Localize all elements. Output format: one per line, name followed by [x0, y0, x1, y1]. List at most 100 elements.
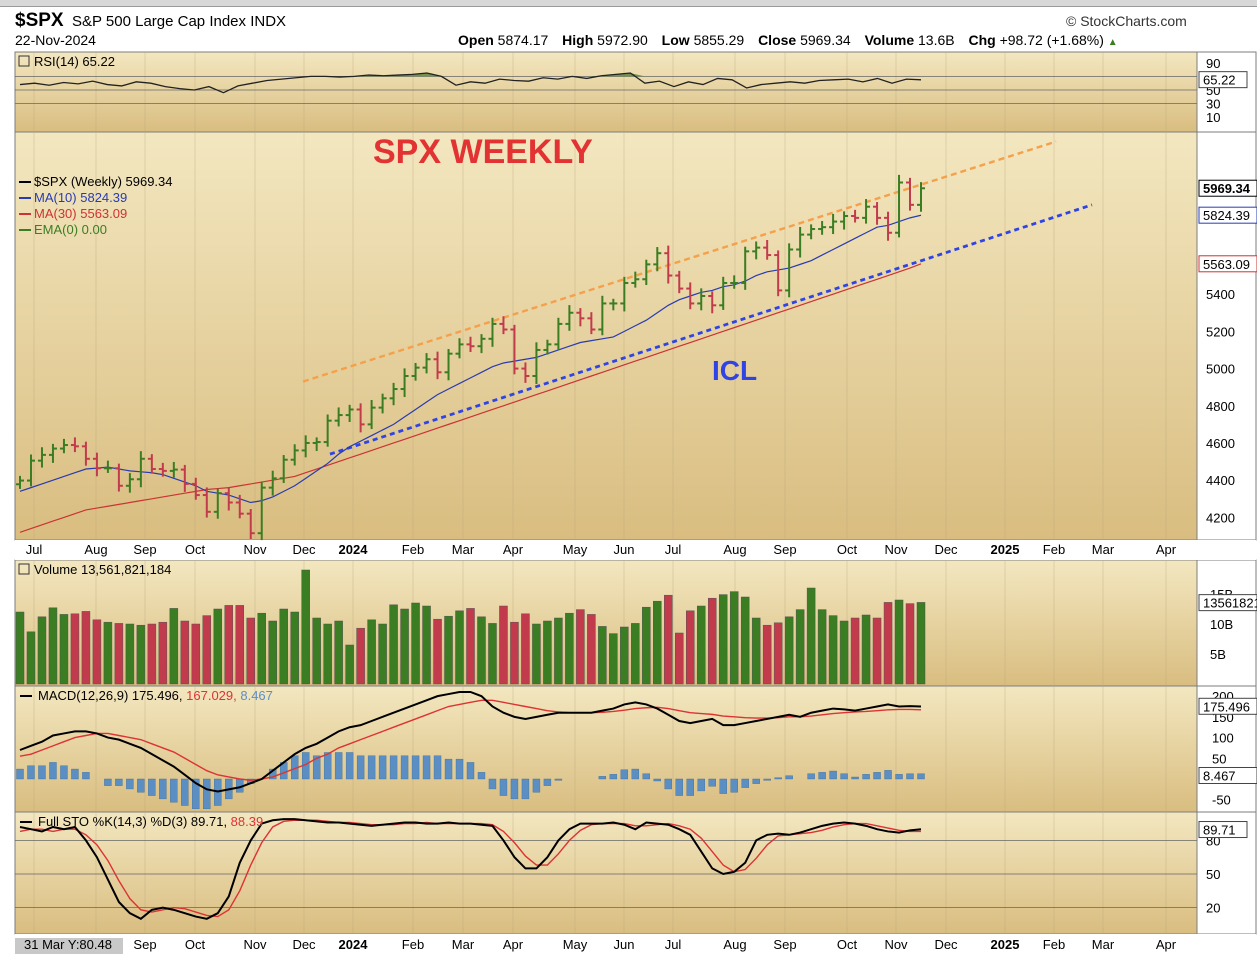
- price-current-label: 5824.39: [1203, 208, 1250, 223]
- price-tick-label: 4600: [1206, 436, 1235, 451]
- sto-tick-label: 20: [1206, 901, 1220, 916]
- macd-histogram-bar: [675, 778, 683, 796]
- ohlc-readout: Open 5874.17 High 5972.90 Low 5855.29 Cl…: [458, 32, 1118, 48]
- x-axis-bottom-badge: [15, 938, 123, 954]
- x-axis-top-label: Sep: [773, 542, 796, 557]
- x-axis-top-label: Mar: [1092, 542, 1115, 557]
- macd-histogram-bar: [203, 778, 211, 810]
- volume-bar: [400, 608, 409, 685]
- macd-histogram-bar: [192, 778, 200, 810]
- volume-bar: [861, 614, 871, 685]
- x-axis-top-label: Aug: [723, 542, 746, 557]
- x-axis-top-bg: [15, 540, 1256, 560]
- x-axis-bottom-label: Nov: [243, 937, 267, 952]
- chart-date: 22-Nov-2024: [15, 32, 96, 48]
- macd-histogram-bar: [433, 755, 442, 780]
- x-axis-top-label: Jul: [26, 542, 43, 557]
- x-axis-bottom-label: 31 Mar Y:80.48: [24, 937, 112, 952]
- volume-bar: [653, 600, 662, 685]
- price-tick-label: 4400: [1206, 473, 1235, 488]
- macd-histogram-bar: [71, 768, 79, 780]
- volume-bar: [290, 611, 299, 685]
- high-label: High: [562, 32, 594, 48]
- volume-bar: [762, 624, 772, 685]
- price-tick-label: 5200: [1206, 324, 1235, 339]
- volume-bar: [422, 605, 431, 685]
- sto-tick-label: 50: [1206, 867, 1220, 882]
- macd-histogram-bar: [82, 772, 90, 780]
- brand-label[interactable]: © StockCharts.com: [1066, 13, 1187, 29]
- x-axis-bottom-label: Feb: [1043, 937, 1065, 952]
- volume-bar: [642, 606, 651, 685]
- volume-bar: [817, 609, 827, 685]
- macd-histogram-bar: [752, 778, 760, 784]
- x-axis-top-label: Sep: [133, 542, 156, 557]
- volume-bar: [169, 608, 179, 685]
- volume-bar: [598, 626, 607, 685]
- price-legend-item: MA(30) 5563.09: [34, 206, 127, 221]
- macd-current-box: [1198, 766, 1257, 784]
- x-axis-bottom-label: 2025: [991, 937, 1020, 952]
- macd-histogram-bar: [653, 778, 661, 782]
- open-value: 5874.17: [497, 32, 549, 48]
- volume-bar: [433, 618, 442, 685]
- x-axis-bottom-label: Feb: [402, 937, 424, 952]
- price-current-box: [1198, 179, 1257, 197]
- volume-bar: [246, 617, 255, 685]
- x-axis-bottom-label: Sep: [773, 937, 796, 952]
- ticker-symbol: $SPX: [15, 10, 64, 31]
- price-tick-label: 4800: [1206, 399, 1235, 414]
- rsi-tick-label: 90: [1206, 56, 1220, 71]
- volume-bar: [795, 609, 805, 685]
- volume-legend: Volume 13,561,821,184: [34, 562, 171, 577]
- volume-label: Volume: [864, 32, 915, 48]
- volume-bar: [356, 627, 365, 685]
- exchange-label: INDX: [250, 13, 287, 30]
- ma10-line: [19, 214, 922, 504]
- orange-trendline: [302, 140, 1057, 383]
- volume-bar: [707, 597, 717, 685]
- volume-bar: [620, 626, 629, 685]
- macd-histogram-bar: [137, 778, 145, 793]
- macd-histogram-bar: [488, 778, 497, 790]
- macd-histogram-bar: [851, 776, 859, 780]
- x-axis-top-label: Feb: [402, 542, 424, 557]
- macd-histogram-bar: [510, 778, 519, 800]
- price-legend-item: MA(10) 5824.39: [34, 190, 127, 205]
- volume-bar: [718, 594, 728, 685]
- volume-bar: [158, 621, 168, 685]
- x-axis-bottom-bg: [15, 934, 1256, 954]
- macd-histogram-bar: [862, 774, 870, 780]
- macd-histogram-bar: [148, 778, 156, 796]
- low-label: Low: [661, 32, 690, 48]
- macd-histogram-bar: [477, 772, 486, 780]
- macd-histogram-bar: [115, 778, 123, 786]
- volume-bar: [510, 621, 519, 685]
- change-value: +98.72 (+1.68%): [999, 32, 1104, 48]
- macd-histogram-bar: [532, 778, 541, 793]
- window-top-strip: [0, 0, 1257, 7]
- x-axis-top-label: 2025: [991, 542, 1020, 557]
- macd-histogram-bar: [411, 755, 420, 780]
- x-axis-bottom-label: May: [563, 937, 588, 952]
- volume-bar: [268, 620, 277, 685]
- price-legend-item: EMA(0) 0.00: [34, 222, 107, 237]
- volume-bar: [477, 616, 486, 685]
- change-up-icon: ▲: [1107, 37, 1118, 48]
- macd-histogram-bar: [38, 765, 46, 780]
- volume-bar: [202, 615, 212, 685]
- macd-histogram-bar: [741, 778, 749, 788]
- macd-histogram-bar: [356, 755, 365, 780]
- volume-panel-axis-bg: [1196, 559, 1257, 687]
- macd-histogram-bar: [708, 778, 716, 787]
- macd-histogram-bar: [686, 778, 694, 796]
- macd-histogram-bar: [27, 765, 35, 780]
- volume-bar: [828, 615, 838, 685]
- sto-current-label: 89.71: [1203, 823, 1236, 838]
- macd-histogram-bar: [774, 777, 782, 780]
- volume-bar: [631, 623, 640, 685]
- macd-histogram-bar: [181, 778, 189, 806]
- x-axis-top-label: Feb: [1043, 542, 1065, 557]
- macd-tick-label: 50: [1212, 751, 1226, 766]
- volume-bar: [675, 632, 684, 685]
